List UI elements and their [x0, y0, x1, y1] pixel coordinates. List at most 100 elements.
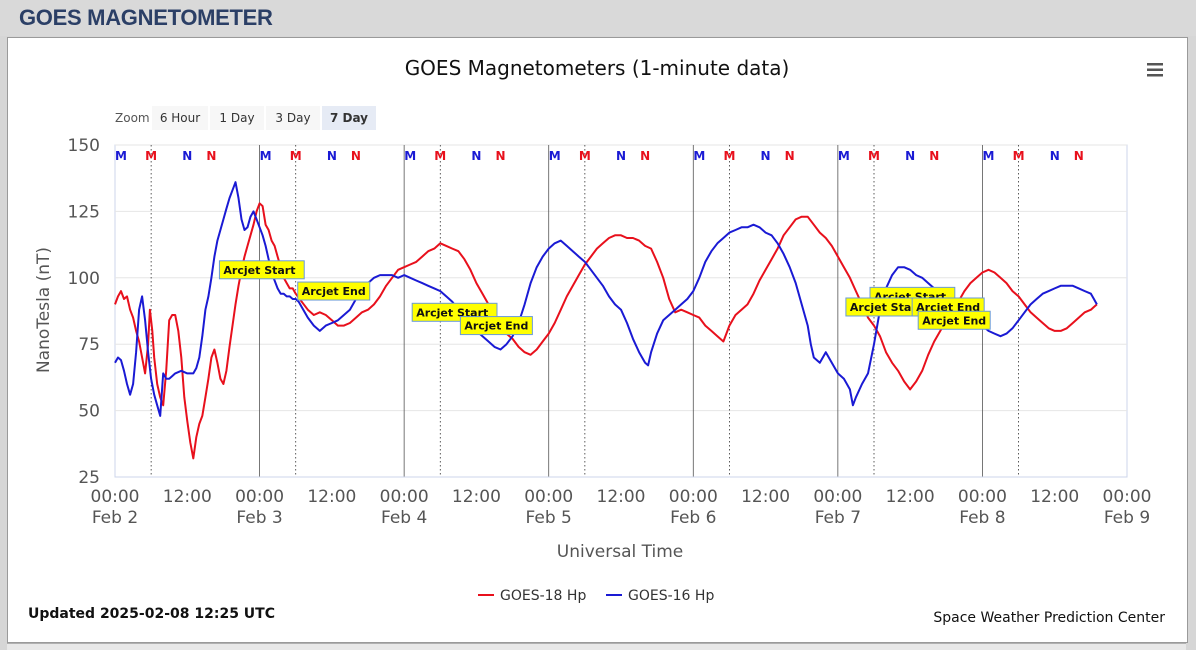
x-tick-time-label: 00:00 — [813, 487, 862, 507]
series-line-goes-18 — [114, 202, 1098, 460]
arcjet-annotation: Arcjet End — [917, 310, 991, 330]
top-marker-label: N — [616, 149, 626, 163]
y-tick-label: 25 — [78, 468, 100, 488]
zoom-button-1-day[interactable]: 1 Day — [210, 106, 264, 130]
arcjet-annotation: Arcjet End — [459, 316, 533, 336]
top-marker-label: N — [351, 149, 361, 163]
zoom-button-7-day[interactable]: 7 Day — [322, 106, 376, 130]
x-tick-date-label: Feb 6 — [670, 508, 716, 528]
x-tick-time-label: 00:00 — [1103, 487, 1152, 507]
top-marker-label: M — [290, 149, 302, 163]
x-tick-time-label: 12:00 — [163, 487, 212, 507]
chart-legend: GOES-18 Hp GOES-16 Hp — [478, 588, 714, 604]
top-marker-label: N — [785, 149, 795, 163]
top-marker-label: N — [761, 149, 771, 163]
arcjet-annotation-label: Arcjet End — [916, 301, 980, 314]
legend-label: GOES-16 Hp — [628, 588, 714, 604]
arcjet-annotation: Arcjet Start — [218, 260, 305, 280]
y-tick-label: 150 — [68, 136, 100, 156]
x-tick-date-label: Feb 7 — [815, 508, 861, 528]
plot-series — [114, 181, 1098, 460]
x-tick-time-label: 12:00 — [307, 487, 356, 507]
top-marker-label: N — [496, 149, 506, 163]
x-tick-time-label: 00:00 — [958, 487, 1007, 507]
zoom-button-label: 1 Day — [219, 111, 254, 125]
top-marker-label: M — [838, 149, 850, 163]
arcjet-annotation-label: Arcjet Start — [223, 264, 295, 277]
top-marker-label: M — [434, 149, 446, 163]
top-marker-label: N — [1050, 149, 1060, 163]
x-axis-title: Universal Time — [557, 542, 683, 562]
arcjet-annotation: Arcjet End — [297, 281, 371, 301]
credit-text: Space Weather Prediction Center — [933, 610, 1165, 626]
legend-item[interactable]: GOES-16 Hp — [606, 588, 714, 604]
top-marker-label: M — [145, 149, 157, 163]
top-marker-label: M — [260, 149, 272, 163]
page-header: GOES MAGNETOMETER — [0, 0, 1196, 36]
chart-title: GOES Magnetometers (1-minute data) — [405, 56, 790, 80]
top-marker-label: M — [693, 149, 705, 163]
top-marker-label: M — [115, 149, 127, 163]
zoom-label: Zoom — [115, 111, 150, 125]
page-title: GOES MAGNETOMETER — [19, 5, 273, 30]
x-tick-time-label: 12:00 — [452, 487, 501, 507]
x-tick-time-label: 00:00 — [524, 487, 573, 507]
x-tick-date-label: Feb 2 — [92, 508, 138, 528]
top-marker-label: N — [471, 149, 481, 163]
series-line-goes-16 — [114, 181, 1098, 417]
y-tick-label: 75 — [78, 335, 100, 355]
top-marker-label: N — [640, 149, 650, 163]
top-marker-label: N — [182, 149, 192, 163]
y-tick-label: 100 — [68, 269, 100, 289]
zoom-button-label: 7 Day — [330, 111, 368, 125]
legend-label: GOES-18 Hp — [500, 588, 586, 604]
zoom-button-6-hour[interactable]: 6 Hour — [152, 106, 208, 130]
arcjet-annotation-label: Arcjet End — [302, 285, 366, 298]
x-tick-date-label: Feb 9 — [1104, 508, 1150, 528]
top-marker-label: N — [327, 149, 337, 163]
top-marker-label: M — [404, 149, 416, 163]
x-tick-time-label: 00:00 — [91, 487, 140, 507]
top-marker-label: M — [723, 149, 735, 163]
y-axis-title: NanoTesla (nT) — [34, 247, 54, 373]
arcjet-annotation-label: Arcjet Start — [850, 301, 922, 314]
zoom-button-label: 6 Hour — [160, 111, 200, 125]
x-tick-time-label: 12:00 — [1030, 487, 1079, 507]
y-tick-label: 50 — [78, 402, 100, 422]
zoom-button-3-day[interactable]: 3 Day — [266, 106, 320, 130]
arcjet-annotation-label: Arcjet End — [922, 314, 986, 327]
hamburger-icon — [1147, 63, 1163, 77]
arcjet-annotation-label: Arcjet Start — [416, 306, 488, 319]
top-marker-label: M — [579, 149, 591, 163]
x-tick-time-label: 00:00 — [380, 487, 429, 507]
top-marker-label: N — [929, 149, 939, 163]
top-marker-label: M — [868, 149, 880, 163]
y-tick-label: 125 — [68, 202, 100, 222]
x-tick-time-label: 00:00 — [235, 487, 284, 507]
x-tick-date-label: Feb 3 — [236, 508, 282, 528]
arcjet-annotation-label: Arcjet End — [464, 320, 528, 333]
legend-item[interactable]: GOES-18 Hp — [478, 588, 586, 604]
x-tick-time-label: 12:00 — [741, 487, 790, 507]
top-marker-label: N — [1074, 149, 1084, 163]
updated-timestamp: Updated 2025-02-08 12:25 UTC — [28, 606, 275, 622]
top-marker-label: M — [1013, 149, 1025, 163]
top-marker-label: N — [206, 149, 216, 163]
x-tick-date-label: Feb 8 — [959, 508, 1005, 528]
bottom-strip — [7, 643, 1186, 650]
x-tick-time-label: 12:00 — [886, 487, 935, 507]
x-tick-date-label: Feb 5 — [526, 508, 572, 528]
top-marker-label: M — [549, 149, 561, 163]
x-tick-time-label: 12:00 — [597, 487, 646, 507]
chart-menu-button[interactable] — [1143, 60, 1167, 80]
top-marker-label: N — [905, 149, 915, 163]
x-tick-time-label: 00:00 — [669, 487, 718, 507]
top-marker-label: M — [982, 149, 994, 163]
x-tick-date-label: Feb 4 — [381, 508, 427, 528]
zoom-controls: Zoom 6 Hour 1 Day 3 Day 7 Day — [115, 106, 376, 130]
zoom-button-label: 3 Day — [275, 111, 310, 125]
